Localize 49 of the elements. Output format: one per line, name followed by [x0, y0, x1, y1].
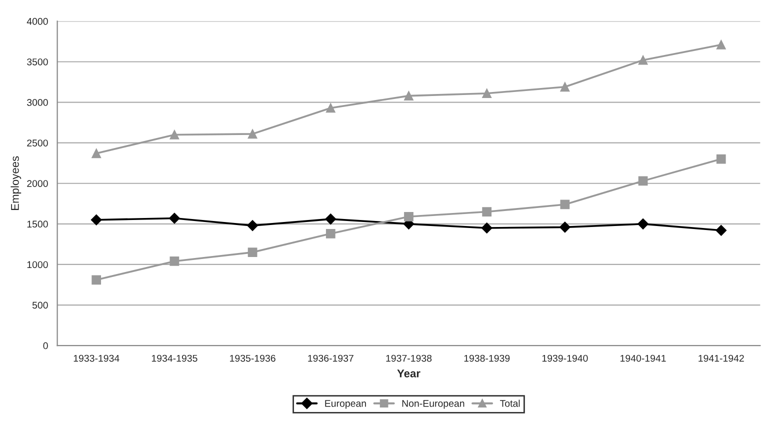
y-tick-label: 1000	[27, 261, 48, 268]
point	[716, 154, 726, 164]
point	[248, 248, 258, 257]
y-tick-label: 3500	[27, 58, 48, 66]
point	[716, 224, 727, 236]
y-tick-label: 4000	[26, 18, 48, 25]
point	[170, 130, 180, 140]
x-tick-label: 1933-1934	[74, 354, 120, 362]
x-tick-label: 1936-1937	[308, 354, 354, 362]
y-axis-title: Employees	[10, 156, 22, 210]
x-tick-label: 1941-1942	[698, 354, 744, 362]
point	[404, 91, 414, 100]
point	[560, 222, 570, 233]
x-tick-label: 1938-1939	[464, 354, 510, 362]
point	[560, 200, 570, 210]
point	[638, 55, 648, 65]
y-tick-label: 500	[32, 302, 48, 309]
point	[92, 148, 102, 158]
point	[638, 218, 648, 230]
point	[404, 212, 414, 222]
y-tick-label: 2000	[27, 180, 48, 187]
y-tick-label: 1500	[27, 220, 48, 228]
point	[92, 275, 102, 285]
point	[248, 129, 258, 139]
x-tick-label: 1940-1941	[620, 354, 666, 362]
point	[325, 214, 336, 224]
point	[170, 256, 180, 266]
point	[482, 88, 492, 98]
x-tick-label: 1935-1936	[230, 354, 276, 362]
x-tick-label: 1939-1940	[542, 354, 588, 362]
point	[247, 220, 258, 231]
point	[560, 82, 570, 92]
x-tick-label: 1934-1935	[152, 354, 198, 362]
x-tick-label: 1937-1938	[386, 354, 432, 362]
y-tick-label: 0	[43, 342, 48, 350]
legend-label: Non-European	[402, 400, 464, 409]
y-tick-label: 3000	[27, 99, 48, 106]
point	[169, 212, 180, 224]
point	[326, 228, 336, 238]
point	[326, 103, 336, 113]
point	[638, 176, 648, 186]
point	[90, 214, 102, 226]
y-tick-label: 2500	[27, 140, 48, 146]
legend-label: European	[325, 400, 366, 409]
point	[481, 222, 492, 234]
point	[716, 40, 726, 50]
point	[482, 207, 492, 216]
x-axis-title: Year	[397, 370, 420, 378]
legend-label: Total	[500, 400, 520, 407]
